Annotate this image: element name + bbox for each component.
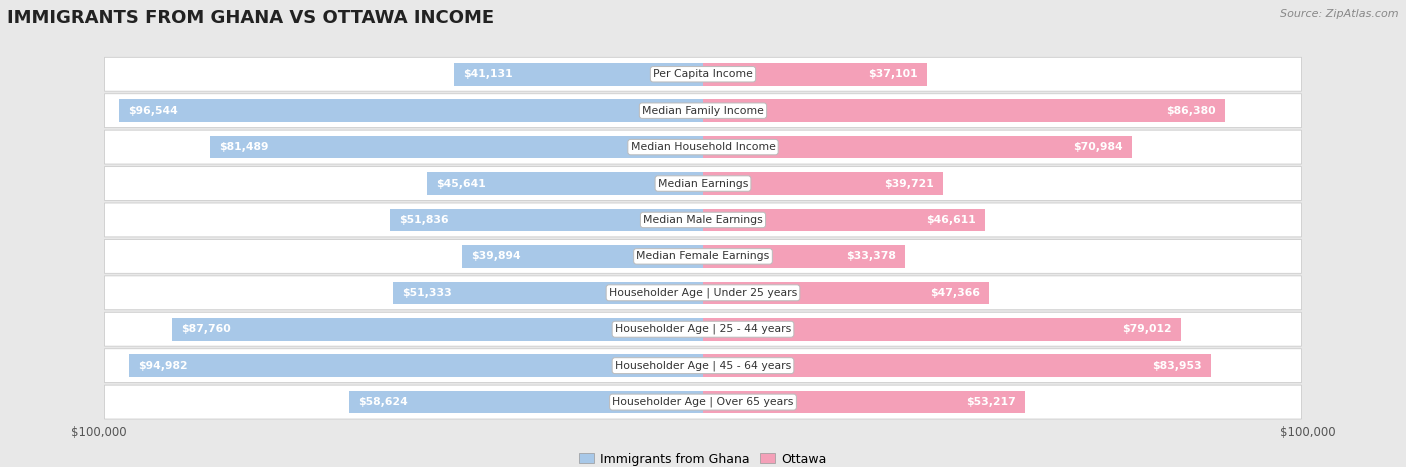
Text: $46,611: $46,611 (927, 215, 976, 225)
Text: $33,378: $33,378 (846, 251, 896, 262)
Bar (703, 63, 928, 85)
FancyBboxPatch shape (104, 203, 1302, 237)
Text: Per Capita Income: Per Capita Income (652, 69, 754, 79)
Text: $83,953: $83,953 (1152, 361, 1202, 371)
FancyBboxPatch shape (104, 349, 1302, 382)
Text: $79,012: $79,012 (1122, 324, 1171, 334)
Text: Median Male Earnings: Median Male Earnings (643, 215, 763, 225)
Text: $81,489: $81,489 (219, 142, 269, 152)
Bar (703, 354, 1211, 377)
Bar (120, 99, 703, 122)
Bar (392, 282, 703, 304)
Bar (211, 136, 703, 158)
FancyBboxPatch shape (104, 276, 1302, 310)
Text: $87,760: $87,760 (181, 324, 231, 334)
FancyBboxPatch shape (104, 385, 1302, 419)
Legend: Immigrants from Ghana, Ottawa: Immigrants from Ghana, Ottawa (574, 447, 832, 467)
Text: $37,101: $37,101 (869, 69, 918, 79)
Bar (129, 354, 703, 377)
Bar (703, 391, 1025, 413)
Text: $94,982: $94,982 (138, 361, 187, 371)
Bar (349, 391, 703, 413)
Text: Median Family Income: Median Family Income (643, 106, 763, 116)
Bar (703, 282, 990, 304)
FancyBboxPatch shape (104, 130, 1302, 164)
Text: $39,721: $39,721 (884, 178, 934, 189)
Bar (389, 209, 703, 231)
Text: $96,544: $96,544 (128, 106, 179, 116)
FancyBboxPatch shape (104, 312, 1302, 346)
Text: Householder Age | 25 - 44 years: Householder Age | 25 - 44 years (614, 324, 792, 334)
Text: Median Household Income: Median Household Income (630, 142, 776, 152)
FancyBboxPatch shape (104, 94, 1302, 127)
Text: IMMIGRANTS FROM GHANA VS OTTAWA INCOME: IMMIGRANTS FROM GHANA VS OTTAWA INCOME (7, 9, 494, 28)
Text: $51,836: $51,836 (399, 215, 449, 225)
Bar (703, 172, 943, 195)
Text: $86,380: $86,380 (1167, 106, 1216, 116)
Bar (703, 209, 984, 231)
Text: Householder Age | 45 - 64 years: Householder Age | 45 - 64 years (614, 361, 792, 371)
Bar (427, 172, 703, 195)
Text: $58,624: $58,624 (357, 397, 408, 407)
Bar (703, 245, 905, 268)
Text: Median Earnings: Median Earnings (658, 178, 748, 189)
Text: Source: ZipAtlas.com: Source: ZipAtlas.com (1281, 9, 1399, 19)
Bar (461, 245, 703, 268)
FancyBboxPatch shape (104, 167, 1302, 200)
Text: Median Female Earnings: Median Female Earnings (637, 251, 769, 262)
FancyBboxPatch shape (104, 240, 1302, 273)
Text: $70,984: $70,984 (1073, 142, 1123, 152)
Text: $51,333: $51,333 (402, 288, 451, 298)
Text: Householder Age | Over 65 years: Householder Age | Over 65 years (612, 397, 794, 407)
Bar (454, 63, 703, 85)
Bar (703, 136, 1132, 158)
Text: Householder Age | Under 25 years: Householder Age | Under 25 years (609, 288, 797, 298)
Text: $39,894: $39,894 (471, 251, 520, 262)
Bar (703, 318, 1181, 340)
Text: $45,641: $45,641 (436, 178, 486, 189)
Bar (703, 99, 1225, 122)
Text: $53,217: $53,217 (966, 397, 1015, 407)
FancyBboxPatch shape (104, 57, 1302, 91)
Text: $47,366: $47,366 (931, 288, 980, 298)
Text: $41,131: $41,131 (464, 69, 513, 79)
Bar (173, 318, 703, 340)
